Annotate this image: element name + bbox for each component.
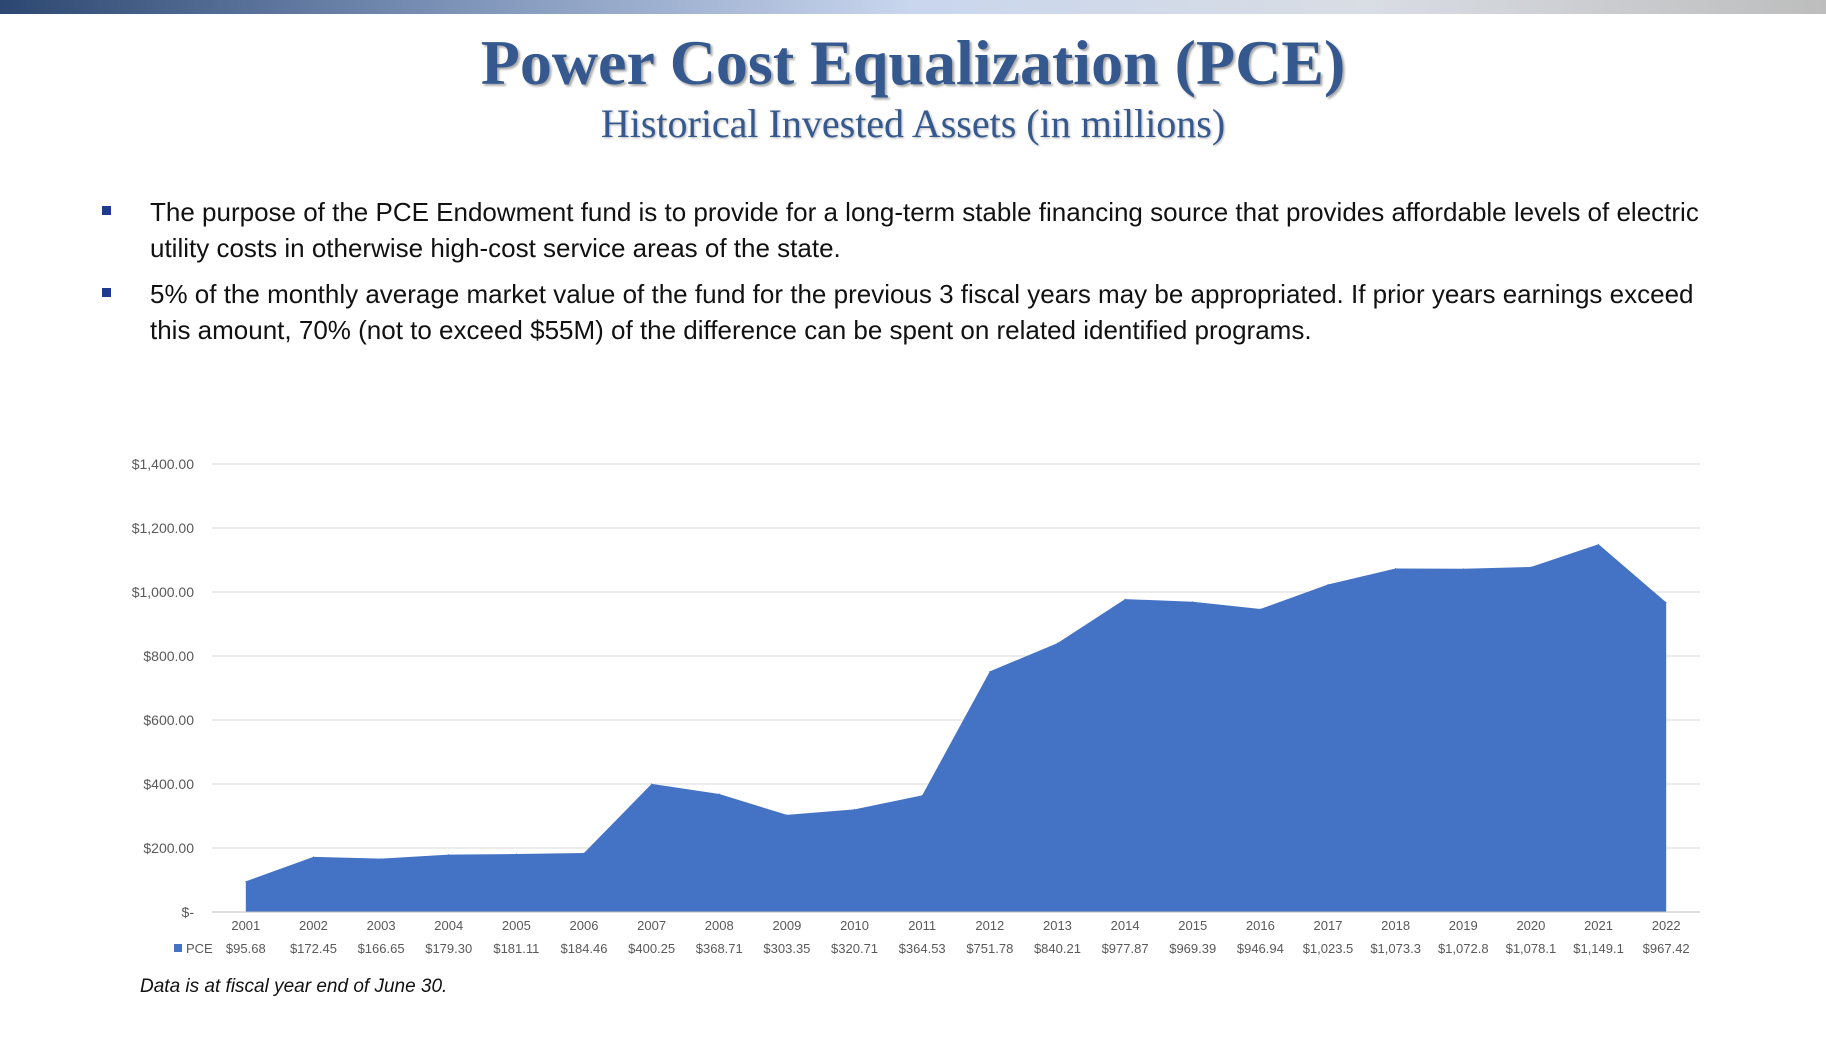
x-tick-label: 2017 <box>1314 918 1343 933</box>
x-tick-label: 2014 <box>1111 918 1140 933</box>
y-tick-label: $600.00 <box>143 712 194 728</box>
page-title: Power Cost Equalization (PCE) <box>480 27 1346 98</box>
data-value-label: $1,023.5 <box>1303 941 1354 956</box>
x-tick-label: 2005 <box>502 918 531 933</box>
data-value-label: $969.39 <box>1169 941 1216 956</box>
x-tick-label: 2018 <box>1381 918 1410 933</box>
area-chart: $- $200.00 $400.00 $600.00 $800.00 $1,000.00 $… <box>132 456 1700 956</box>
data-value-label: $1,072.8 <box>1438 941 1489 956</box>
data-point <box>1056 642 1058 644</box>
data-point <box>1530 566 1532 568</box>
data-point <box>989 670 991 672</box>
data-point <box>448 854 450 856</box>
data-value-label: $184.46 <box>561 941 608 956</box>
footnote: Data is at fiscal year end of June 30. <box>140 976 448 997</box>
x-tick-label: 2021 <box>1584 918 1613 933</box>
data-value-label: $172.45 <box>290 941 337 956</box>
bullet-text: The purpose of the PCE Endowment fund is… <box>150 197 1699 263</box>
data-point <box>921 794 923 796</box>
data-point <box>312 856 314 858</box>
data-point <box>515 853 517 855</box>
y-tick-label: $400.00 <box>143 776 194 792</box>
legend-label: PCE <box>186 941 213 956</box>
bullet-item: The purpose of the PCE Endowment fund is… <box>96 194 1736 266</box>
x-tick-label: 2007 <box>637 918 666 933</box>
bullet-list: The purpose of the PCE Endowment fund is… <box>96 194 1736 358</box>
data-point <box>718 793 720 795</box>
x-tick-label: 2020 <box>1516 918 1545 933</box>
data-value-label: $977.87 <box>1102 941 1149 956</box>
data-value-label: $368.71 <box>696 941 743 956</box>
data-point <box>1665 601 1667 603</box>
data-value-label: $1,073.3 <box>1370 941 1421 956</box>
data-point <box>1327 583 1329 585</box>
data-point <box>1395 568 1397 570</box>
data-point <box>651 783 653 785</box>
data-value-label: $320.71 <box>831 941 878 956</box>
square-bullet-icon <box>102 288 111 297</box>
x-tick-label: 2002 <box>299 918 328 933</box>
data-value-label: $181.11 <box>493 941 539 956</box>
x-tick-label: 2004 <box>434 918 463 933</box>
data-point <box>583 852 585 854</box>
data-point <box>1462 568 1464 570</box>
data-point <box>380 858 382 860</box>
x-tick-label: 2016 <box>1246 918 1275 933</box>
y-tick-label: $800.00 <box>143 648 194 664</box>
bullet-item: 5% of the monthly average market value o… <box>96 276 1736 348</box>
data-value-label: $1,149.1 <box>1573 941 1624 956</box>
pce-area-series <box>245 544 1667 912</box>
x-tick-label: 2015 <box>1178 918 1207 933</box>
y-tick-label: $1,000.00 <box>132 584 194 600</box>
data-value-label: $946.94 <box>1237 941 1284 956</box>
data-point <box>786 814 788 816</box>
data-value-label: $166.65 <box>358 941 405 956</box>
x-tick-label: 2019 <box>1449 918 1478 933</box>
bullet-text: 5% of the monthly average market value o… <box>150 279 1694 345</box>
x-tick-label: 2012 <box>975 918 1004 933</box>
y-tick-label: $1,400.00 <box>132 456 194 472</box>
data-value-label: $751.78 <box>966 941 1013 956</box>
x-tick-label: 2010 <box>840 918 869 933</box>
x-tick-label: 2001 <box>231 918 260 933</box>
x-tick-label: 2008 <box>705 918 734 933</box>
x-tick-label: 2006 <box>570 918 599 933</box>
data-point <box>245 880 247 882</box>
data-point <box>854 808 856 810</box>
legend-swatch <box>174 944 182 952</box>
data-point <box>1192 601 1194 603</box>
data-value-label: $400.25 <box>628 941 675 956</box>
x-tick-label: 2003 <box>367 918 396 933</box>
data-value-label: $840.21 <box>1034 941 1081 956</box>
data-value-label: $303.35 <box>763 941 810 956</box>
square-bullet-icon <box>102 206 111 215</box>
data-value-label: $179.30 <box>425 941 472 956</box>
x-tick-label: 2009 <box>772 918 801 933</box>
x-tick-label: 2022 <box>1652 918 1681 933</box>
data-point <box>1598 543 1600 545</box>
top-accent-bar <box>0 0 1826 14</box>
y-tick-label: $200.00 <box>143 840 194 856</box>
data-point <box>1259 608 1261 610</box>
x-tick-label: 2013 <box>1043 918 1072 933</box>
page-subtitle: Historical Invested Assets (in millions) <box>600 101 1226 146</box>
data-value-label: $1,078.1 <box>1506 941 1557 956</box>
data-value-label: $364.53 <box>899 941 946 956</box>
data-value-label: $95.68 <box>226 941 266 956</box>
y-tick-label: $- <box>182 904 195 920</box>
x-tick-label: 2011 <box>908 918 936 933</box>
data-value-label: $967.42 <box>1643 941 1690 956</box>
data-point <box>1124 598 1126 600</box>
y-tick-label: $1,200.00 <box>132 520 194 536</box>
